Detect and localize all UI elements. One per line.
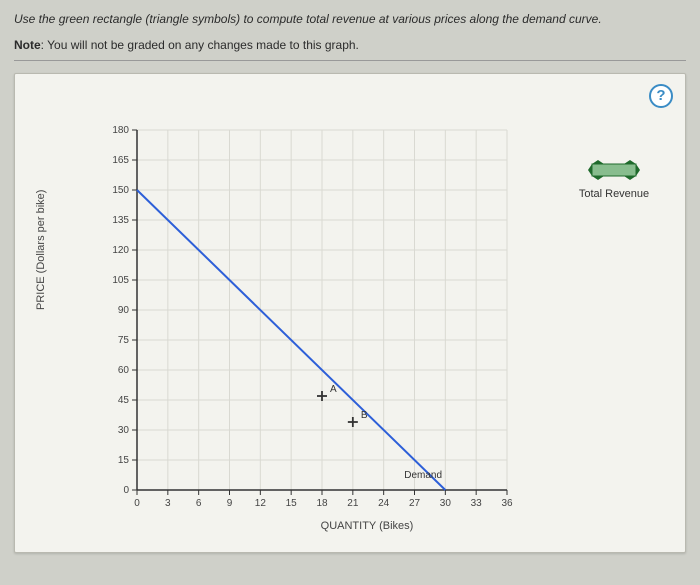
note-text: Note: You will not be graded on any chan… bbox=[14, 38, 686, 52]
svg-text:33: 33 bbox=[471, 498, 483, 509]
svg-text:3: 3 bbox=[165, 498, 171, 509]
svg-text:18: 18 bbox=[316, 498, 328, 509]
svg-text:45: 45 bbox=[118, 395, 130, 406]
svg-text:0: 0 bbox=[134, 498, 140, 509]
svg-text:60: 60 bbox=[118, 365, 130, 376]
svg-text:90: 90 bbox=[118, 305, 130, 316]
demand-chart[interactable]: 0369121518212427303336015304560759010512… bbox=[87, 120, 647, 534]
svg-text:135: 135 bbox=[112, 215, 129, 226]
svg-text:120: 120 bbox=[112, 245, 129, 256]
svg-text:24: 24 bbox=[378, 498, 390, 509]
chart-area[interactable]: 0369121518212427303336015304560759010512… bbox=[87, 120, 647, 534]
svg-text:Demand: Demand bbox=[404, 470, 442, 481]
svg-text:B: B bbox=[361, 410, 368, 421]
svg-text:0: 0 bbox=[123, 485, 129, 496]
svg-text:150: 150 bbox=[112, 185, 129, 196]
svg-text:15: 15 bbox=[118, 455, 130, 466]
svg-text:105: 105 bbox=[112, 275, 129, 286]
graph-panel: ? PRICE (Dollars per bike) Total Revenue… bbox=[14, 73, 686, 553]
svg-text:15: 15 bbox=[286, 498, 298, 509]
divider bbox=[14, 60, 686, 61]
svg-text:75: 75 bbox=[118, 335, 130, 346]
svg-text:30: 30 bbox=[440, 498, 452, 509]
svg-text:180: 180 bbox=[112, 125, 129, 136]
svg-text:9: 9 bbox=[227, 498, 233, 509]
svg-text:21: 21 bbox=[347, 498, 359, 509]
note-prefix: Note bbox=[14, 38, 41, 52]
svg-text:165: 165 bbox=[112, 155, 129, 166]
note-body: : You will not be graded on any changes … bbox=[41, 38, 359, 52]
svg-text:30: 30 bbox=[118, 425, 130, 436]
svg-text:12: 12 bbox=[255, 498, 267, 509]
page: Use the green rectangle (triangle symbol… bbox=[0, 0, 700, 585]
svg-text:36: 36 bbox=[501, 498, 513, 509]
help-button[interactable]: ? bbox=[649, 84, 673, 108]
x-axis-label: QUANTITY (Bikes) bbox=[87, 520, 647, 532]
y-axis-label: PRICE (Dollars per bike) bbox=[35, 190, 47, 310]
instruction-text: Use the green rectangle (triangle symbol… bbox=[14, 10, 686, 28]
svg-text:6: 6 bbox=[196, 498, 202, 509]
svg-text:27: 27 bbox=[409, 498, 421, 509]
svg-text:A: A bbox=[330, 384, 337, 395]
